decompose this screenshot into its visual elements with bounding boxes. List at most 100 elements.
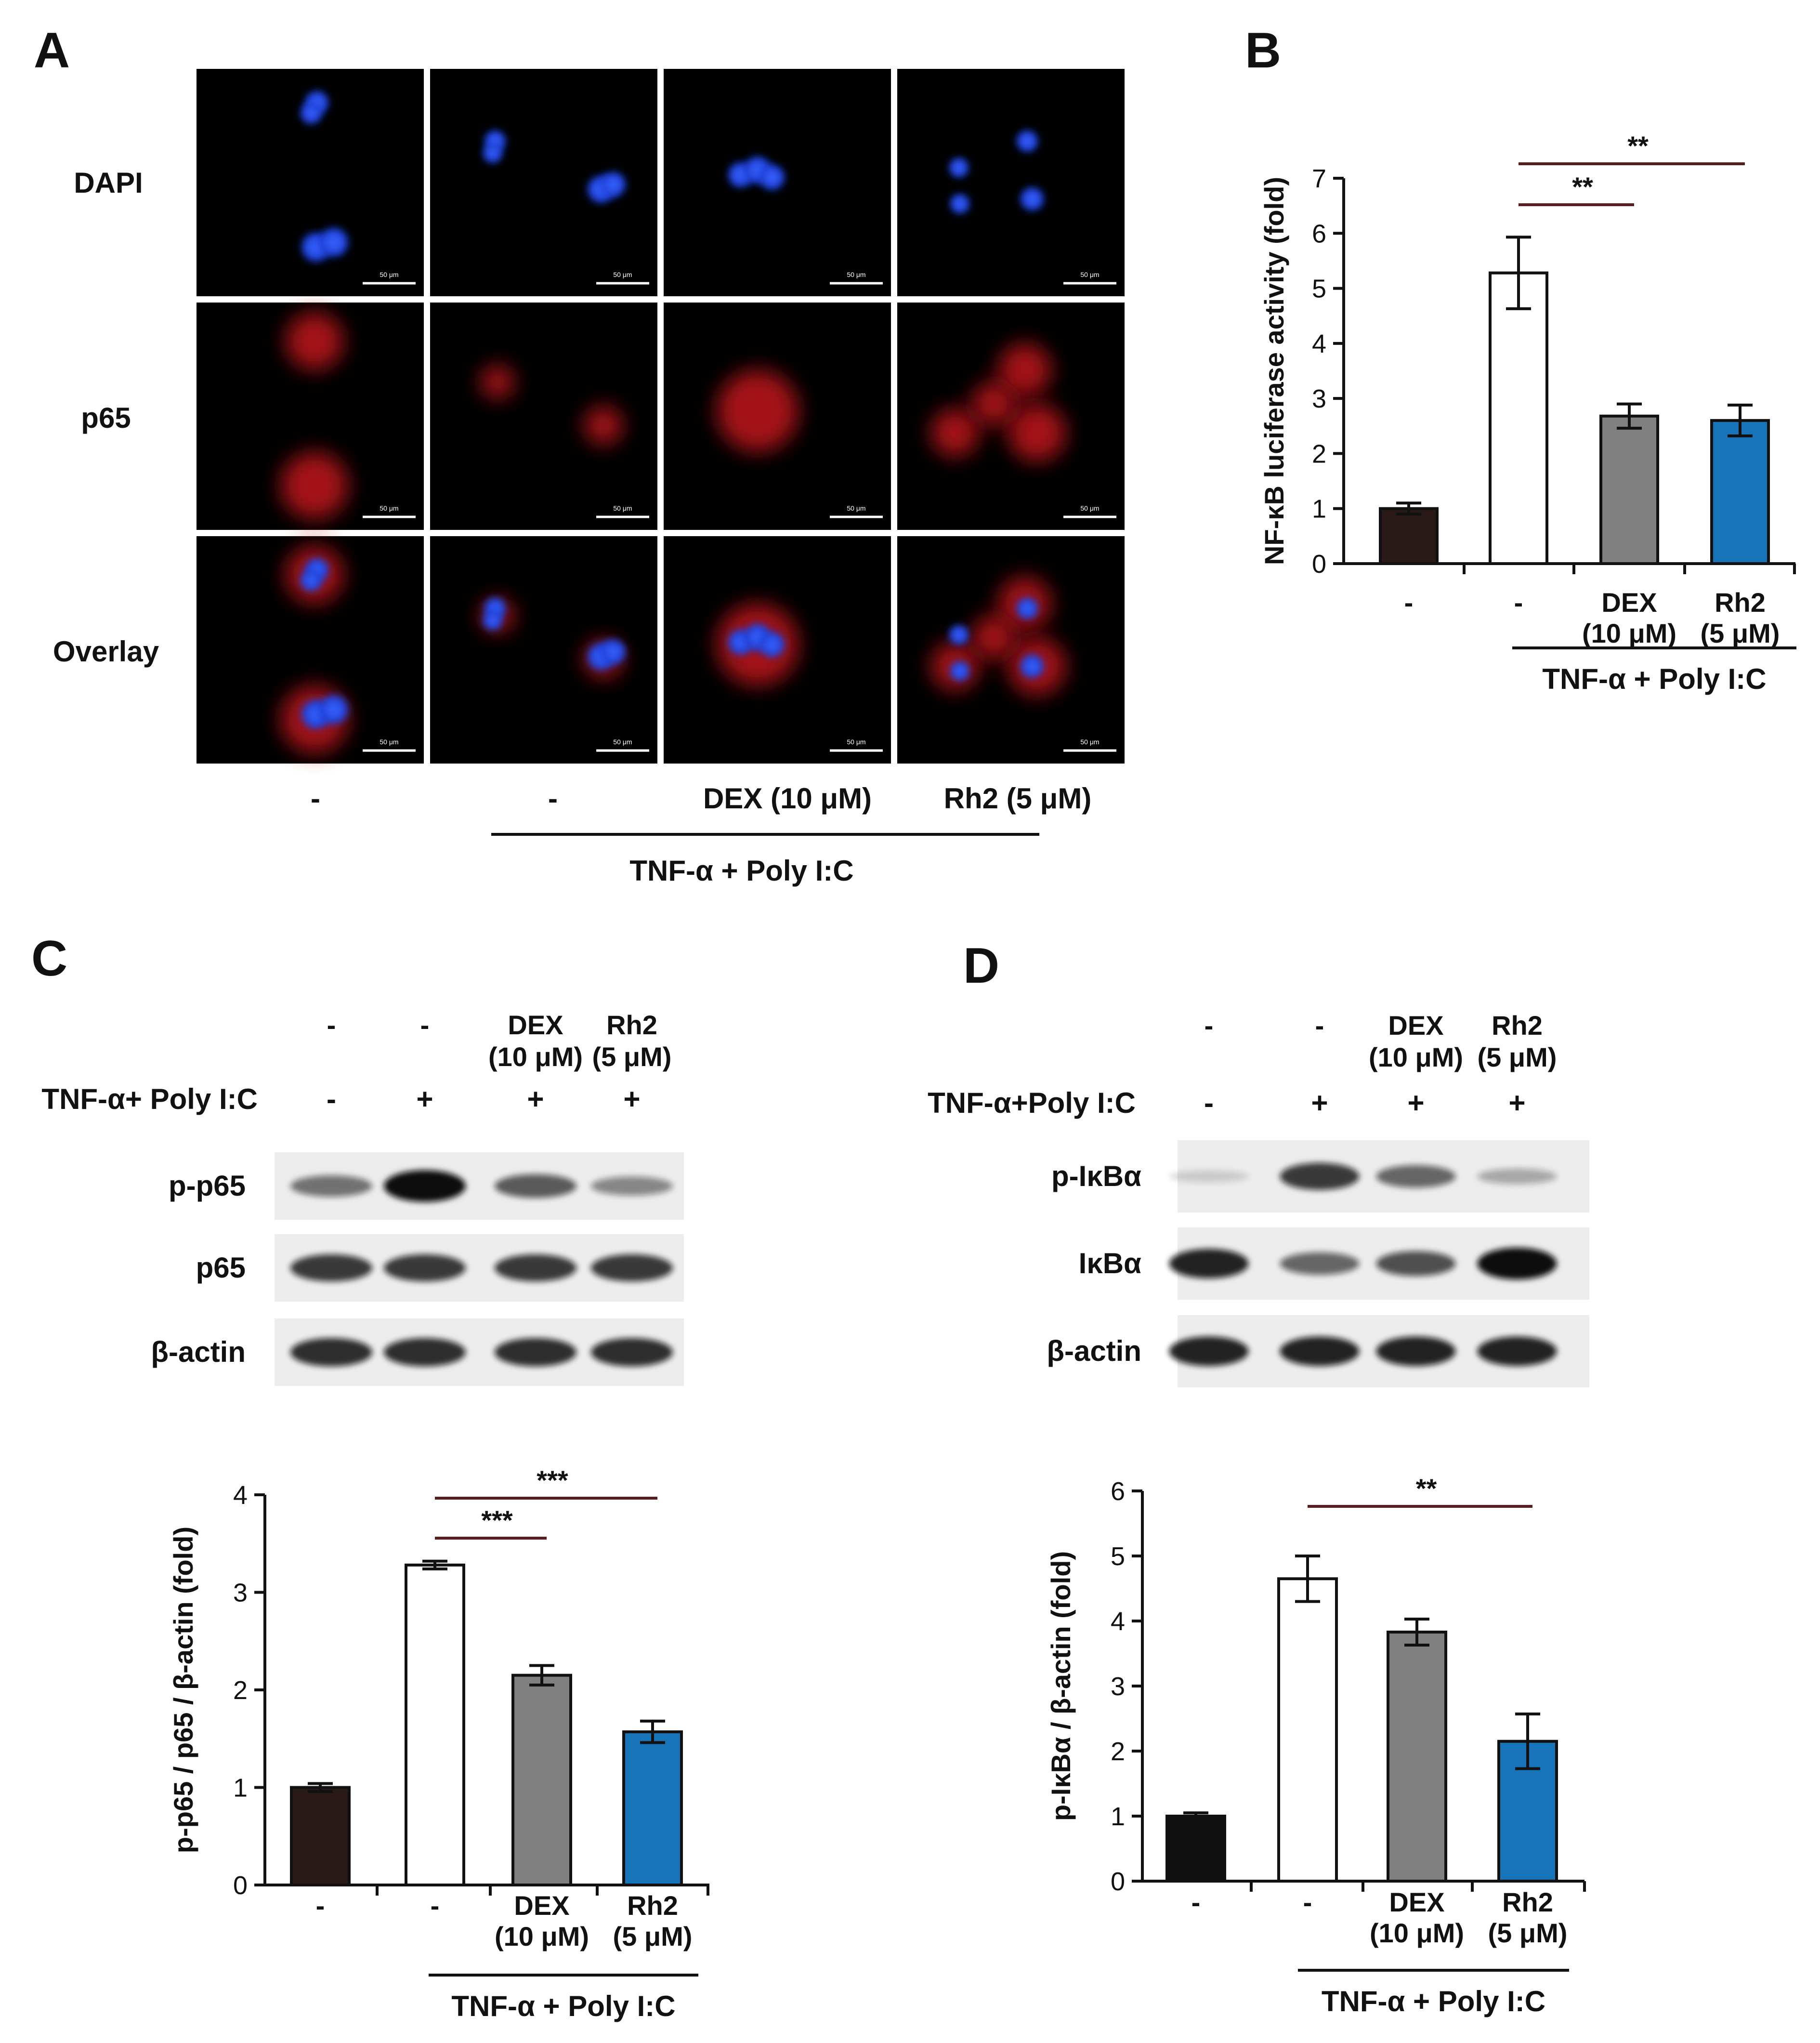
nucleus-core [1025, 192, 1039, 206]
lane-header: DEX (10 μM) [488, 1010, 583, 1072]
p65-signal [584, 406, 623, 445]
microscopy-tile: 50 μm [664, 303, 891, 530]
microscopy-grid: 50 μm 50 μm 50 μm 50 μm 50 μm 50 μm 50 μm 50 μm… [196, 69, 1125, 764]
nucleus-core [605, 644, 621, 659]
panel-a-group-label: TNF-α + Poly I:C [629, 855, 853, 887]
y-tick-label: 3 [1312, 384, 1326, 413]
scale-bar-label: 50 μm [847, 738, 865, 746]
row-label-p65: p65 [81, 402, 131, 434]
nucleus-core [304, 106, 318, 120]
lane-header: - [1315, 1010, 1324, 1041]
y-tick-label: 3 [233, 1579, 248, 1608]
scale-bar-label: 50 μm [1080, 738, 1099, 746]
y-tick-label: 6 [1312, 219, 1326, 248]
y-tick-label: 4 [1312, 330, 1326, 358]
panel-letter-c: C [31, 931, 67, 987]
y-tick-label: 7 [1312, 164, 1326, 193]
y-tick-label: 2 [1111, 1737, 1125, 1766]
chart-c: 0 1 2 3 4 *** *** p-p65 / p65 / β-actin (fold) -… [168, 1465, 709, 2022]
blot-band [1376, 1251, 1456, 1276]
treatment-sign: - [327, 1083, 336, 1115]
blot-band [495, 1338, 576, 1367]
p65-signal [972, 382, 1015, 425]
blot-band [1280, 1252, 1360, 1275]
nucleus-core [764, 170, 780, 185]
panel-a-col-label-4: Rh2 (5 μM) [944, 782, 1092, 815]
category-label: Rh2 (5 μM) [1488, 1887, 1568, 1948]
chart-b: 0 1 2 3 4 5 6 7 ** ** NF-κB luciferase activity (f… [1259, 131, 1796, 695]
panel-a-microscopy: DAPI p65 Overlay 50 μm 50 μm 50 μm 50 μm50 … [53, 69, 1125, 887]
tile-background [897, 69, 1125, 296]
category-label: - [1514, 587, 1523, 618]
blot-band [1169, 1170, 1249, 1183]
category-label: - [431, 1890, 440, 1921]
category-label: DEX (10 μM) [1582, 587, 1676, 648]
blot-band [290, 1175, 372, 1197]
category-label: - [316, 1890, 325, 1921]
microscopy-tile: 50 μm [664, 536, 891, 764]
blot-band [1376, 1165, 1456, 1188]
group-label: TNF-α + Poly I:C [1322, 1985, 1545, 2017]
nucleus-core [1025, 659, 1039, 673]
nucleus-core [954, 198, 966, 210]
blot-row-label: p-p65 [169, 1170, 246, 1202]
blot-band [591, 1338, 673, 1367]
blot-band [591, 1176, 673, 1196]
y-tick-label: 5 [1111, 1542, 1125, 1571]
category-label: DEX (10 μM) [495, 1890, 589, 1951]
y-tick-label: 1 [233, 1774, 248, 1803]
treatment-sign: + [1508, 1087, 1525, 1119]
blot-band [1280, 1336, 1360, 1366]
panel-letter-b: B [1245, 23, 1281, 79]
category-label: - [1192, 1887, 1201, 1917]
lane-header: - [327, 1010, 336, 1040]
bar [405, 1563, 465, 1887]
microscopy-tile: 50 μm [196, 536, 424, 764]
lane-header: DEX (10 μM) [1369, 1010, 1463, 1072]
blot-band [290, 1338, 372, 1367]
p65-signal [972, 616, 1015, 659]
bar [622, 1730, 683, 1886]
y-tick-label: 1 [1111, 1802, 1125, 1831]
bar [290, 1786, 351, 1886]
y-tick-label: 0 [233, 1871, 248, 1900]
y-tick-label: 3 [1111, 1672, 1125, 1701]
bar [1277, 1577, 1338, 1883]
blot-row-label: β-actin [1047, 1335, 1141, 1367]
scale-bar-label: 50 μm [613, 738, 632, 746]
bar [511, 1674, 572, 1886]
y-tick-label: 5 [1312, 275, 1326, 303]
scale-bar-label: 50 μm [1080, 504, 1099, 512]
nucleus-core [1021, 134, 1034, 148]
treatment-sign: + [623, 1083, 640, 1115]
blot-band [290, 1254, 372, 1282]
scale-bar-label: 50 μm [847, 504, 865, 512]
scale-bar-label: 50 μm [613, 271, 632, 278]
p65-signal [286, 312, 343, 370]
microscopy-tile: 50 μm [430, 69, 657, 296]
y-axis-label: p-IκBα / β-actin (fold) [1046, 1551, 1076, 1821]
scale-bar-label: 50 μm [380, 504, 398, 512]
bar [1710, 419, 1770, 565]
bar [1165, 1815, 1226, 1883]
p65-signal [1008, 404, 1066, 461]
blot-band [1169, 1336, 1249, 1366]
y-tick-label: 4 [233, 1481, 248, 1510]
lane-header: - [420, 1010, 430, 1040]
microscopy-tile: 50 μm [430, 536, 657, 764]
y-tick-label: 2 [233, 1676, 248, 1705]
tile-background [430, 303, 657, 530]
p65-signal [481, 365, 514, 399]
panel-a-col-label-2: - [548, 782, 558, 815]
significance-label: *** [481, 1505, 513, 1535]
treatment-sign: - [1204, 1087, 1214, 1119]
blot-band [495, 1174, 576, 1198]
p65-signal [281, 452, 348, 519]
y-tick-label: 0 [1111, 1867, 1125, 1896]
nucleus-core [953, 629, 965, 641]
blot-band [591, 1254, 673, 1282]
blot-band [1477, 1336, 1557, 1366]
category-label: Rh2 (5 μM) [1701, 587, 1780, 648]
significance-label: ** [1572, 171, 1593, 202]
category-label: DEX (10 μM) [1370, 1887, 1464, 1948]
